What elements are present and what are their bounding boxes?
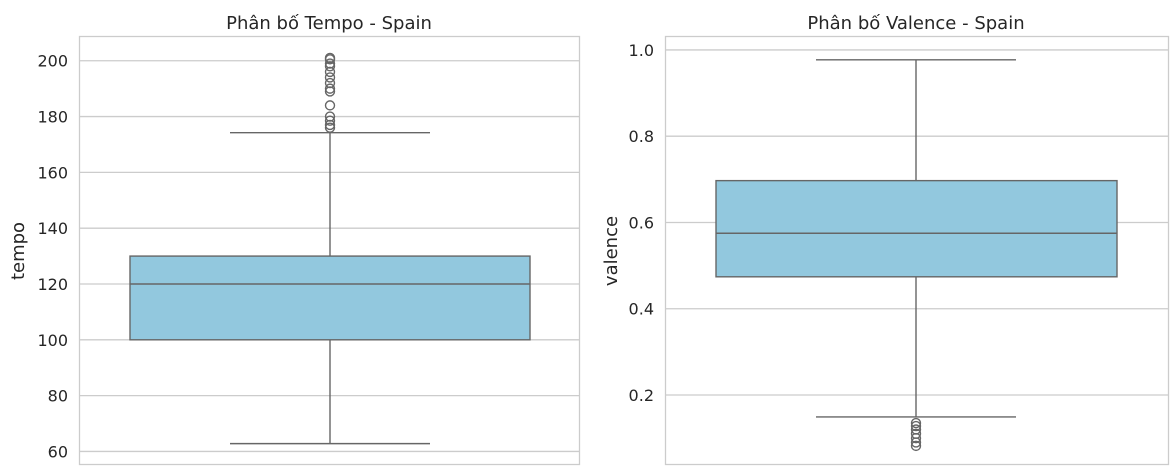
valence-y-tick-label: 1.0	[629, 41, 654, 60]
tempo-y-axis-label: tempo	[8, 222, 29, 280]
tempo-outlier-point	[324, 83, 336, 94]
tempo-iqr-box	[129, 255, 531, 341]
valence-y-tick-label: 0.6	[629, 213, 654, 232]
valence-iqr-box	[715, 179, 1118, 278]
tempo-outlier-point	[324, 72, 336, 83]
valence-outliers	[910, 417, 922, 452]
tempo-y-tick-label: 180	[37, 108, 68, 127]
valence-y-tick-label: 0.4	[629, 300, 654, 319]
tempo-y-tick-label: 100	[37, 331, 68, 350]
valence-box-elements	[715, 59, 1118, 418]
tempo-box-elements	[129, 132, 531, 445]
tempo-outlier-point	[324, 77, 336, 89]
valence-outlier-point	[910, 420, 922, 432]
tempo-y-tick-labels: 60 80 100 120 140 160 180 200	[37, 52, 68, 462]
tempo-boxplot-panel: Phân bố Tempo - Spain tempo 60 80 100 120 14…	[8, 13, 581, 466]
tempo-outlier-point	[324, 122, 336, 133]
tempo-plot-frame	[78, 35, 581, 466]
valence-chart-title: Phân bố Valence - Spain	[807, 13, 1024, 34]
valence-outlier-point	[910, 440, 922, 452]
tempo-y-tick-label: 80	[48, 387, 68, 406]
valence-outlier-point	[910, 424, 922, 435]
tempo-outliers	[324, 52, 336, 133]
valence-outlier-point	[910, 417, 922, 429]
valence-y-tick-label: 0.8	[629, 127, 654, 146]
valence-y-tick-label: 0.2	[629, 386, 654, 405]
valence-boxplot-panel: Phân bố Valence - Spain valence 0.20.40.…	[601, 13, 1170, 466]
tempo-chart-title: Phân bố Tempo - Spain	[226, 13, 432, 34]
tempo-y-tick-label: 200	[37, 52, 68, 71]
tempo-outlier-point	[324, 52, 336, 64]
tempo-outlier-point	[324, 100, 336, 111]
tempo-y-tick-label: 160	[37, 163, 68, 182]
valence-y-axis-label: valence	[601, 216, 622, 286]
tempo-y-tick-label: 60	[48, 442, 68, 461]
tempo-y-tick-label: 140	[37, 219, 68, 238]
valence-plot-frame	[664, 35, 1170, 466]
tempo-y-tick-label: 120	[37, 275, 68, 294]
tempo-outlier-point	[324, 58, 336, 69]
valence-outlier-point	[910, 428, 922, 440]
valence-y-tick-labels: 0.2 0.4 0.6 0.8 1.0	[629, 41, 654, 405]
tempo-outlier-point	[324, 115, 336, 126]
tempo-outlier-point	[324, 111, 336, 122]
